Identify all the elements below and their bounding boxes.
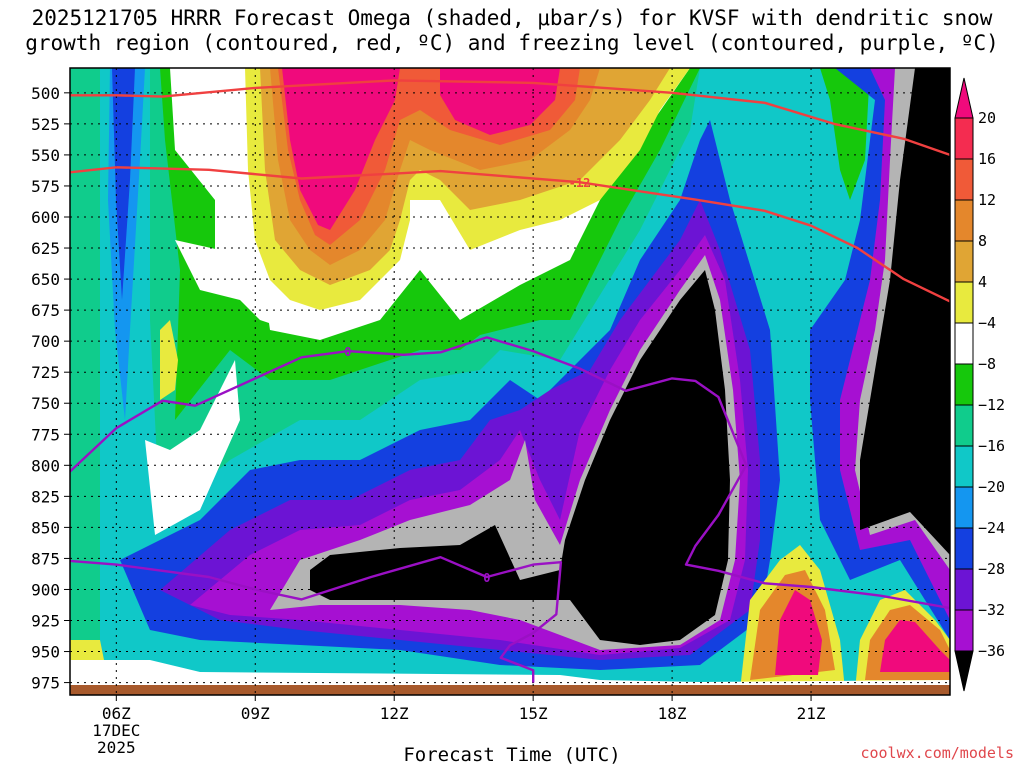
title-line-2: growth region (contoured, red, ºC) and f… <box>25 31 999 55</box>
x-tick-label-06Z: 06Z <box>102 704 131 723</box>
colorbar: 20 16 12 8 4 −4 −8 −12 −16 −20 −24 −28 −32 −36 <box>954 77 1005 692</box>
colorbar-segment <box>954 404 974 447</box>
title-line-1: 2025121705 HRRR Forecast Omega (shaded, … <box>31 6 993 30</box>
y-tick-label-550: 550 <box>31 146 60 165</box>
y-tick-label-875: 875 <box>31 549 60 568</box>
colorbar-segment <box>954 486 974 529</box>
colorbar-label: 12 <box>978 191 996 209</box>
contour-freezing-level-low <box>70 556 563 683</box>
omega-region-green-east <box>820 68 870 200</box>
colorbar-segment <box>954 240 974 283</box>
y-tick-label-900: 900 <box>31 580 60 599</box>
x-tick-date: 17DEC <box>92 721 140 740</box>
contour-label-dendritic-lower: -12 <box>569 176 591 190</box>
terrain-band <box>70 685 950 695</box>
y-tick-label-725: 725 <box>31 363 60 382</box>
plot-frame <box>69 67 951 696</box>
omega-region-magenta-upper <box>282 68 400 230</box>
colorbar-label: −24 <box>978 519 1005 537</box>
omega-region-black-east <box>860 68 950 555</box>
y-tick-label-950: 950 <box>31 643 60 662</box>
y-tick-label-775: 775 <box>31 425 60 444</box>
colorbar-label: −20 <box>978 478 1005 496</box>
y-tick-label-575: 575 <box>31 177 60 196</box>
x-tick-label-15Z: 15Z <box>519 704 548 723</box>
contour-label-freezing-level-main: 0 <box>344 345 351 359</box>
y-tick-label-975: 975 <box>31 674 60 693</box>
colorbar-label: −8 <box>978 355 996 373</box>
y-tick-label-800: 800 <box>31 456 60 475</box>
omega-region-magenta-east1 <box>775 590 822 675</box>
colorbar-segment <box>954 363 974 406</box>
colorbar-segment <box>954 527 974 570</box>
colorbar-segment <box>954 445 974 488</box>
y-tick-label-850: 850 <box>31 518 60 537</box>
y-tick-label-825: 825 <box>31 487 60 506</box>
colorbar-segment <box>954 609 974 652</box>
colorbar-top-triangle <box>954 77 974 119</box>
y-tick-label-625: 625 <box>31 239 60 258</box>
x-tick-label-12Z: 12Z <box>380 704 409 723</box>
colorbar-segment <box>954 199 974 242</box>
y-tick-label-500: 500 <box>31 84 60 103</box>
colorbar-label: −28 <box>978 560 1005 578</box>
x-tick-year: 2025 <box>97 738 136 757</box>
colorbar-bottom-triangle <box>954 650 974 692</box>
shaded-field <box>70 68 950 695</box>
x-axis-label: Forecast Time (UTC) <box>403 744 621 766</box>
credit-link[interactable]: coolwx.com/models <box>860 744 1014 762</box>
colorbar-segment <box>954 568 974 611</box>
y-tick-label-925: 925 <box>31 612 60 631</box>
y-tick-label-600: 600 <box>31 208 60 227</box>
colorbar-label: −4 <box>978 314 996 332</box>
y-tick-label-650: 650 <box>31 270 60 289</box>
contour-freezing-level-main <box>70 336 950 610</box>
colorbar-label: 16 <box>978 150 996 168</box>
y-axis: 500 525 550 575 600 625 650 675 700 725 750 775 800 8… <box>31 84 70 693</box>
chart-title: 2025121705 HRRR Forecast Omega (shaded, … <box>0 6 1024 56</box>
x-tick-label-21Z: 21Z <box>797 704 826 723</box>
colorbar-label: −36 <box>978 642 1005 660</box>
colorbar-segment <box>954 158 974 201</box>
colorbar-segment <box>954 322 974 365</box>
y-tick-label-750: 750 <box>31 394 60 413</box>
colorbar-segment <box>954 117 974 160</box>
omega-region-magenta-east2 <box>880 620 950 672</box>
omega-region-magenta-upper2 <box>440 68 560 135</box>
x-tick-label-18Z: 18Z <box>658 704 687 723</box>
contour-dendritic-upper <box>70 79 950 157</box>
x-tick-label-09Z: 09Z <box>241 704 270 723</box>
colorbar-label: −12 <box>978 396 1005 414</box>
omega-region-white-left <box>145 360 240 535</box>
omega-region-black-center <box>310 270 730 645</box>
y-tick-label-700: 700 <box>31 332 60 351</box>
colorbar-segment <box>954 281 974 324</box>
colorbar-label: 8 <box>978 232 987 250</box>
colorbar-label: −32 <box>978 601 1005 619</box>
colorbar-label: −16 <box>978 437 1005 455</box>
y-tick-label-525: 525 <box>31 115 60 134</box>
colorbar-label: 4 <box>978 273 987 291</box>
contour-dendritic-lower <box>70 166 950 303</box>
omega-region-yellow-left-mid <box>160 320 178 400</box>
y-tick-label-675: 675 <box>31 301 60 320</box>
omega-region-darkblue-left <box>112 68 135 300</box>
colorbar-label: 20 <box>978 109 996 127</box>
contour-label-freezing-level-low: 0 <box>483 571 490 585</box>
contours: -12 0 0 <box>70 79 950 683</box>
